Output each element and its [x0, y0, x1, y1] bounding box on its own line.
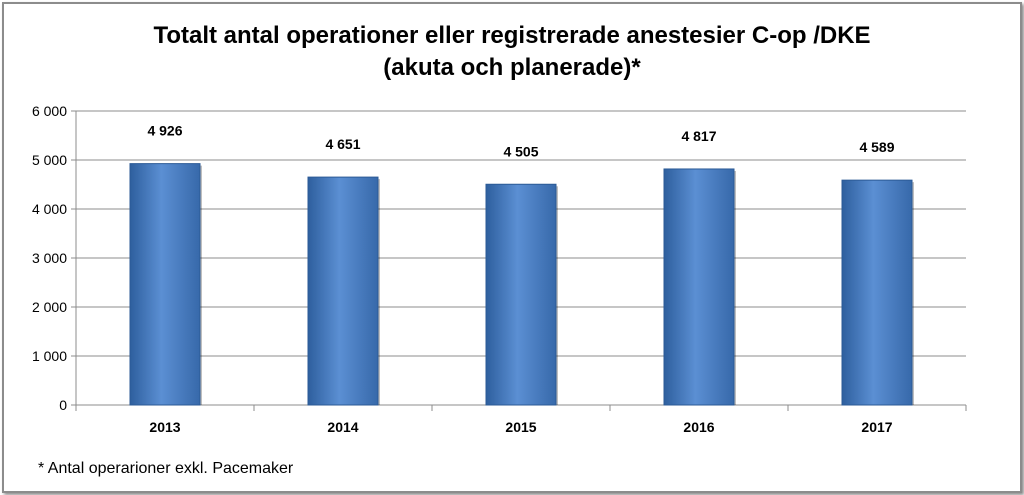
x-tick-label: 2014 — [327, 419, 358, 435]
y-tick-label: 0 — [59, 397, 67, 413]
data-label: 4 505 — [503, 143, 538, 159]
y-tick-label: 5 000 — [32, 152, 67, 168]
chart-title: Totalt antal operationer eller registrer… — [4, 20, 1020, 84]
y-tick-label: 6 000 — [32, 103, 67, 119]
chart-title-line-2: (akuta och planerade)* — [383, 54, 641, 81]
x-tick-label: 2017 — [861, 419, 892, 435]
x-tick-label: 2016 — [683, 419, 714, 435]
bar-2013 — [129, 163, 201, 406]
y-tick-label: 4 000 — [32, 201, 67, 217]
data-label: 4 817 — [681, 128, 716, 144]
bar-chart: 0 1 000 2 000 3 000 4 000 5 000 6 000 4 926 2013… — [32, 103, 967, 435]
bar-2016 — [663, 168, 735, 406]
data-label: 4 651 — [325, 136, 360, 152]
x-tick-label: 2013 — [149, 419, 180, 435]
x-tick-label: 2015 — [505, 419, 536, 435]
chart-title-line-1: Totalt antal operationer eller registrer… — [153, 22, 871, 49]
y-tick-label: 2 000 — [32, 299, 67, 315]
footnote: * Antal operarioner exkl. Pacemaker — [38, 460, 294, 477]
bar-2017 — [841, 179, 913, 406]
data-label: 4 589 — [859, 139, 894, 155]
y-tick-label: 1 000 — [32, 348, 67, 364]
bar-2014 — [307, 176, 379, 406]
y-tick-label: 3 000 — [32, 250, 67, 266]
bar-2015 — [485, 183, 557, 406]
data-label: 4 926 — [147, 123, 182, 139]
